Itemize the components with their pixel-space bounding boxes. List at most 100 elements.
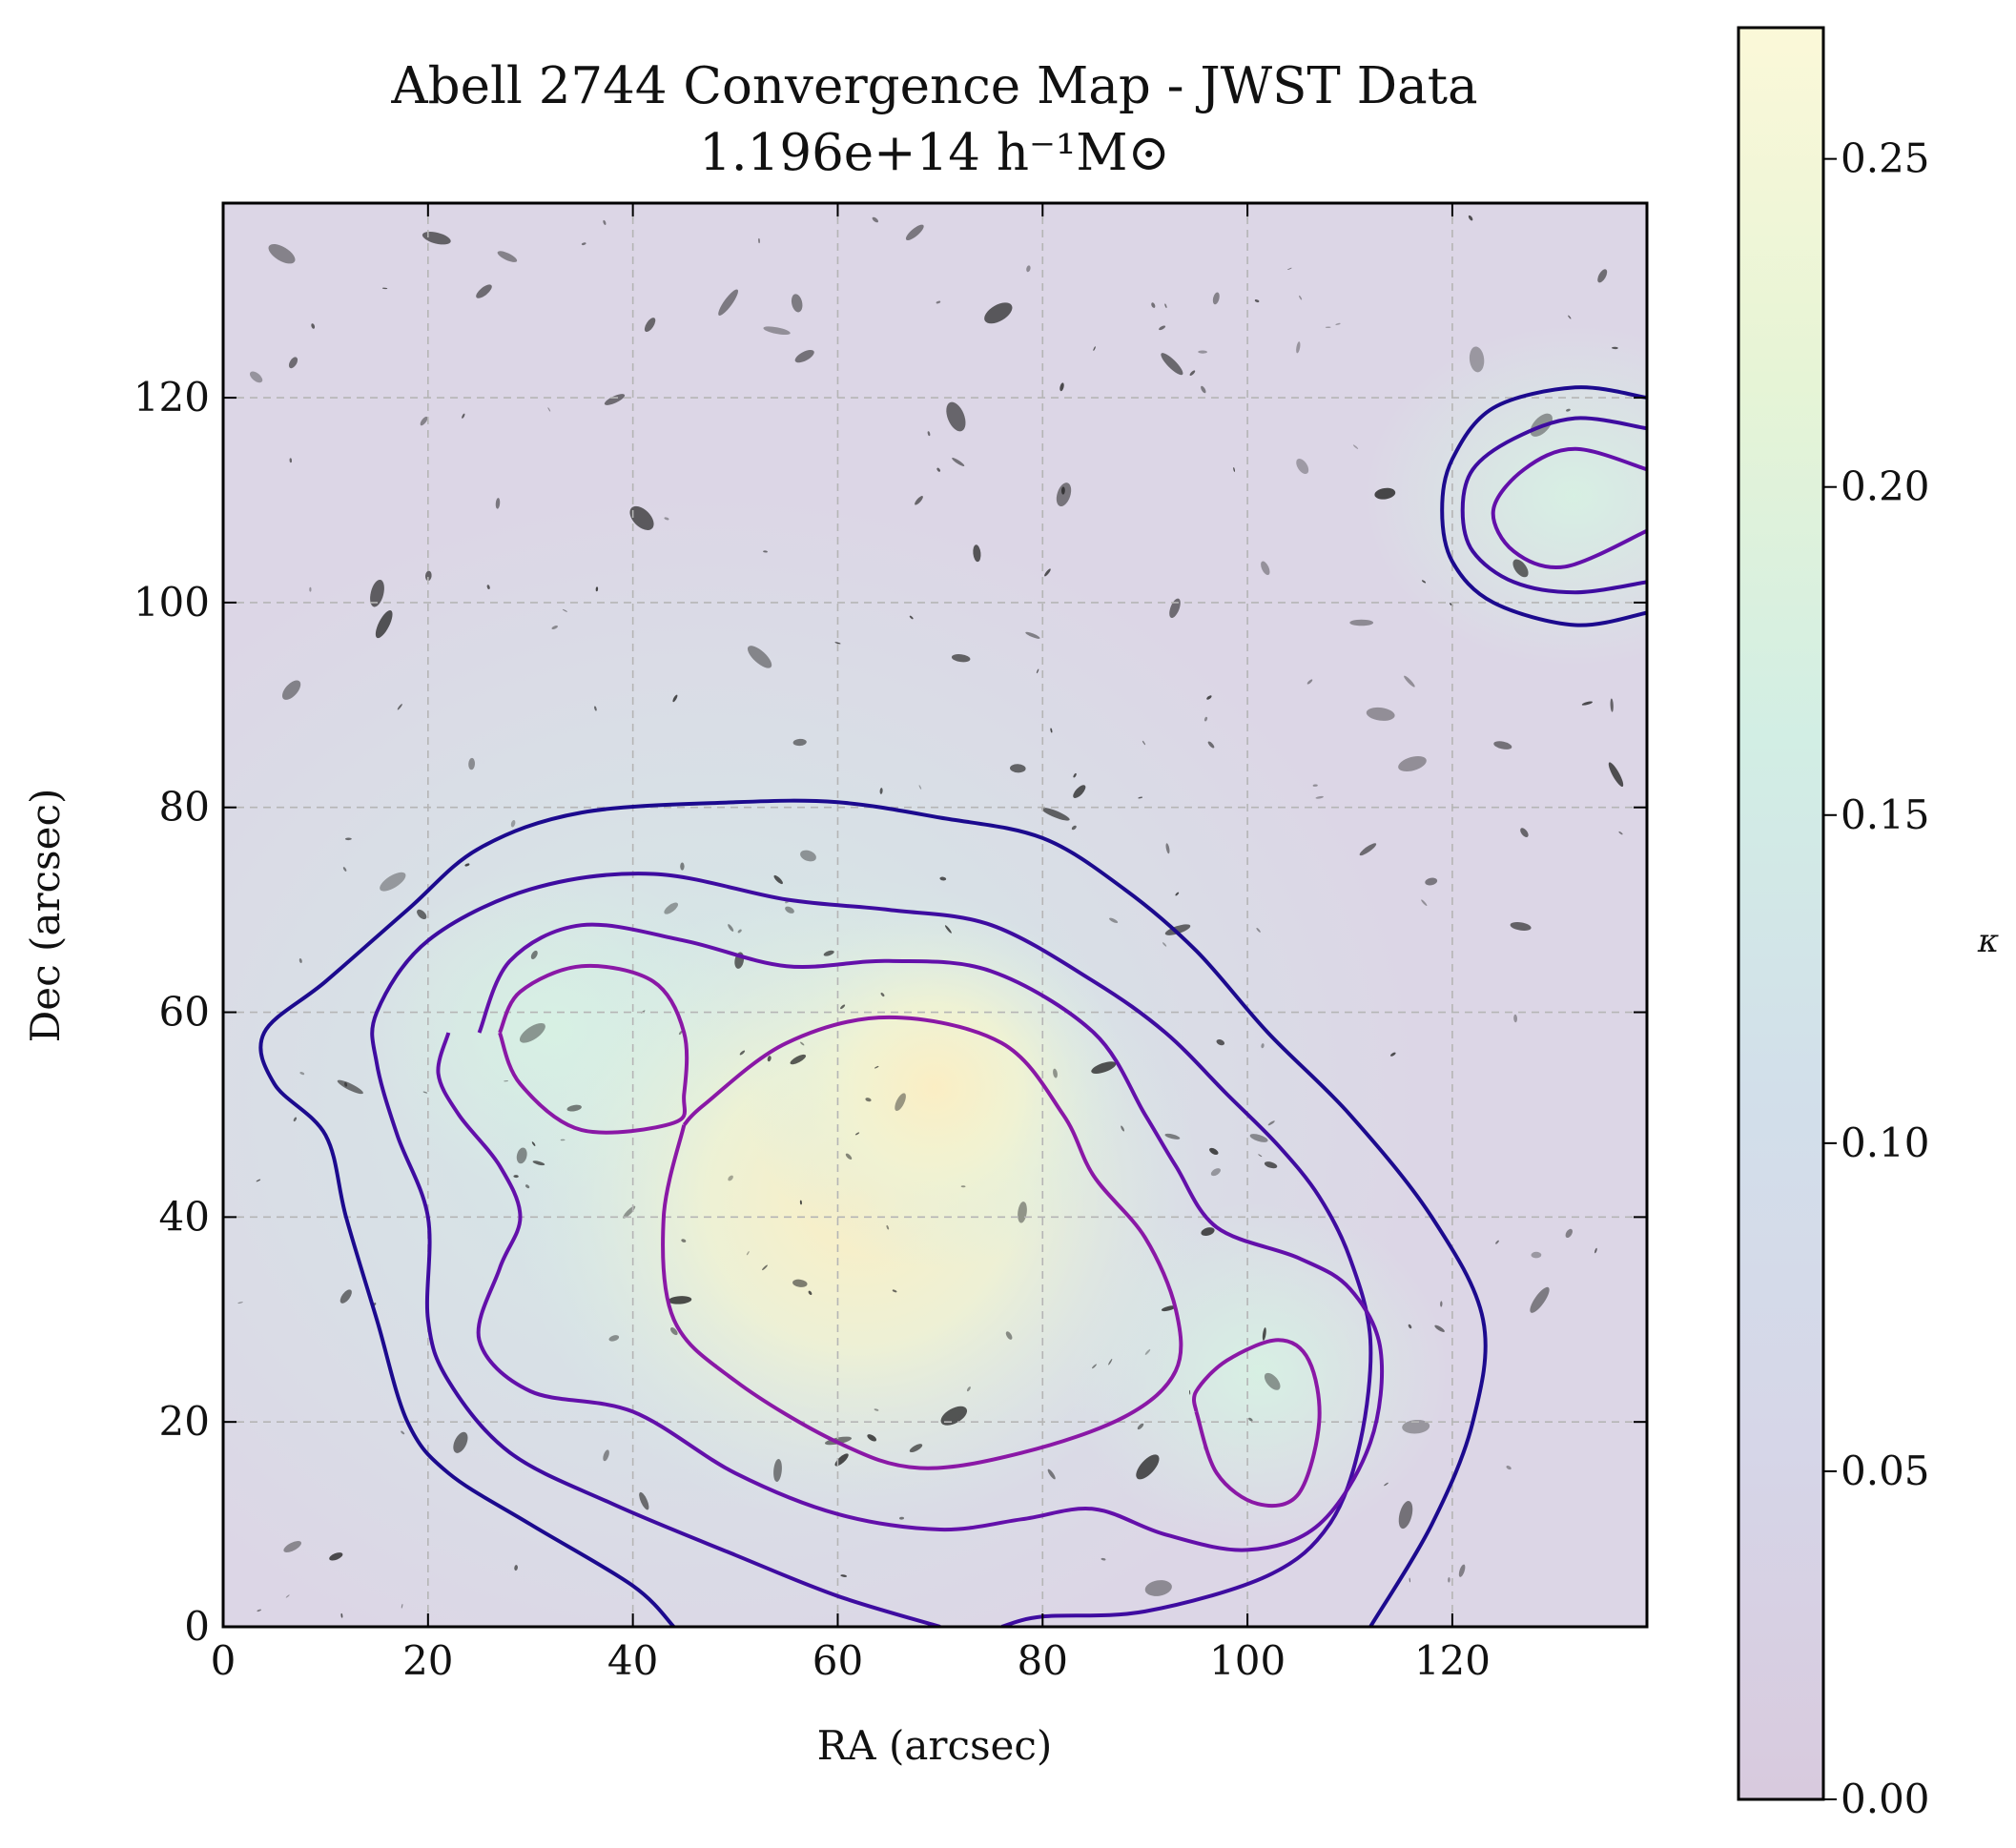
galaxy — [1264, 1372, 1281, 1390]
galaxy — [672, 694, 678, 703]
galaxy — [1041, 808, 1070, 821]
galaxy — [823, 950, 834, 956]
galaxy — [551, 626, 558, 629]
galaxy — [424, 570, 432, 582]
galaxy — [464, 863, 470, 867]
colorbar-tick-label: 0.25 — [1841, 135, 1930, 182]
galaxy — [1404, 675, 1415, 688]
galaxy — [794, 349, 814, 363]
galaxy — [1059, 382, 1064, 392]
galaxy — [747, 646, 772, 668]
galaxy — [417, 909, 427, 920]
galaxy — [532, 1160, 545, 1166]
colorbar-tick-label: 0.05 — [1841, 1448, 1930, 1494]
galaxy — [1198, 350, 1207, 354]
galaxy — [1506, 1466, 1512, 1470]
heatmap-layer — [223, 203, 1647, 1627]
galaxy — [758, 237, 760, 244]
galaxy — [1164, 924, 1191, 935]
x-tick-label: 80 — [1018, 1637, 1068, 1684]
galaxy — [1306, 679, 1313, 685]
galaxy — [375, 610, 393, 639]
y-tick-label: 100 — [134, 579, 210, 626]
x-tick-label: 60 — [813, 1637, 863, 1684]
y-tick-label: 0 — [184, 1603, 210, 1650]
galaxy — [840, 1004, 846, 1010]
galaxy — [669, 1327, 678, 1336]
galaxy — [1233, 467, 1235, 472]
galaxy — [1458, 1564, 1466, 1577]
galaxy — [892, 1289, 897, 1293]
galaxy — [1315, 795, 1324, 799]
galaxy — [566, 1104, 582, 1112]
heatmap-north-glow — [744, 906, 1125, 1268]
galaxy — [604, 394, 626, 405]
galaxy — [936, 467, 940, 472]
galaxy — [1025, 631, 1040, 639]
galaxy — [462, 413, 465, 419]
contour-level-3 — [436, 922, 1384, 1552]
y-tick-label: 40 — [159, 1193, 210, 1240]
galaxy — [927, 431, 931, 437]
galaxy — [763, 550, 768, 553]
x-axis: 0 20 40 60 80 100 120 — [211, 203, 1491, 1684]
galaxy — [288, 357, 298, 369]
y-tick-label: 60 — [159, 989, 210, 1036]
galaxy — [792, 738, 807, 747]
galaxy — [495, 498, 501, 509]
galaxy — [1044, 568, 1051, 577]
galaxy — [1325, 326, 1331, 328]
galaxy — [1108, 1359, 1113, 1365]
galaxy — [381, 287, 388, 290]
galaxy — [854, 1132, 860, 1136]
galaxy — [915, 496, 923, 505]
galaxy — [422, 1091, 428, 1094]
galaxy — [973, 544, 981, 563]
galaxy — [1359, 843, 1377, 856]
galaxy — [1409, 1577, 1410, 1583]
galaxy — [1071, 825, 1077, 831]
y-axis-label: Dec (arcsec) — [22, 789, 69, 1043]
galaxy — [1248, 1417, 1253, 1422]
galaxy — [639, 1491, 649, 1510]
galaxy — [865, 1098, 872, 1102]
galaxy — [1161, 353, 1183, 376]
galaxy — [845, 1153, 853, 1160]
galaxy — [880, 992, 885, 997]
galaxy — [595, 586, 599, 592]
galaxy — [504, 1080, 508, 1082]
galaxy — [1264, 1161, 1278, 1169]
galaxy — [1402, 1419, 1430, 1434]
galaxy — [1138, 796, 1143, 799]
galaxy — [739, 1050, 746, 1056]
galaxy — [1036, 668, 1039, 674]
galaxy — [1352, 444, 1359, 449]
galaxy — [1142, 740, 1146, 746]
galaxy — [840, 1574, 848, 1577]
galaxy — [560, 1139, 566, 1141]
galaxy — [1389, 1052, 1396, 1057]
galaxy — [1513, 1014, 1518, 1023]
galaxy — [1165, 843, 1170, 854]
galaxy — [1512, 559, 1529, 578]
galaxy — [874, 1065, 879, 1069]
galaxy — [681, 1239, 687, 1242]
galaxy — [960, 1185, 966, 1188]
galaxy — [513, 1175, 519, 1179]
galaxy — [1005, 1331, 1013, 1340]
galaxy — [1161, 1305, 1176, 1312]
contour-level-4 — [1192, 1338, 1322, 1509]
galaxy — [370, 579, 384, 607]
galaxy — [289, 458, 293, 463]
galaxy — [773, 1459, 782, 1482]
galaxy — [668, 1296, 692, 1304]
galaxy — [249, 371, 263, 383]
galaxy — [944, 925, 952, 934]
galaxy — [422, 231, 451, 245]
galaxy — [792, 1279, 808, 1287]
galaxy — [1566, 408, 1571, 412]
galaxy — [562, 608, 567, 612]
galaxy — [1073, 772, 1077, 778]
galaxy — [1493, 741, 1512, 749]
